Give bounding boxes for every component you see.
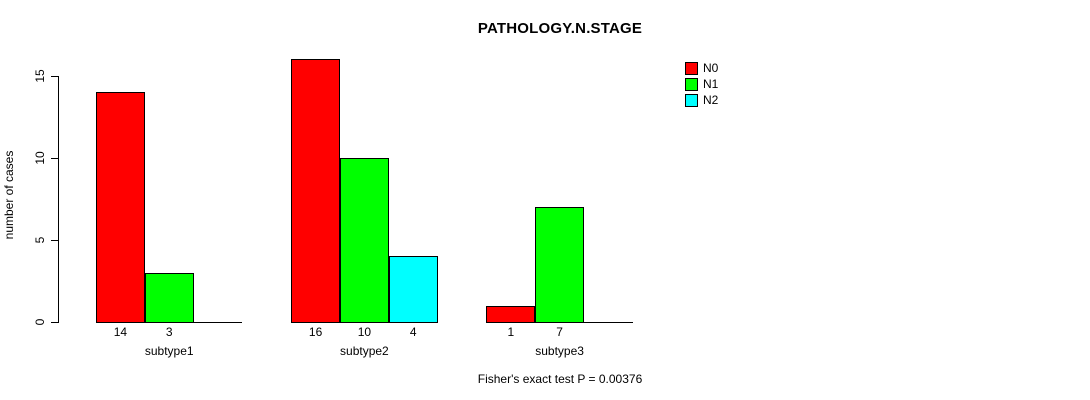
y-axis-tick-label: 5: [33, 236, 47, 244]
chart-title: PATHOLOGY.N.STAGE: [477, 20, 643, 37]
bar-N0-subtype1: [96, 91, 145, 323]
legend-item-N1: N1: [685, 78, 718, 91]
bar-value-label: 14: [113, 325, 128, 339]
y-axis-tick-label: 0: [33, 318, 47, 326]
fisher-test-annotation: Fisher's exact test P = 0.00376: [477, 372, 643, 386]
bar-N1-subtype3: [535, 206, 584, 323]
bar-value-label: 4: [409, 325, 417, 339]
bar-value-label: 16: [308, 325, 323, 339]
bar-N2-subtype2: [388, 256, 438, 323]
bar-value-label: 10: [357, 325, 372, 339]
legend-swatch-N2: [685, 94, 698, 107]
y-axis-tick: [51, 157, 58, 159]
y-axis-tick: [51, 322, 58, 323]
bar-value-label: 7: [556, 325, 563, 339]
bar-N0-subtype3: [486, 305, 536, 323]
legend-label: N0: [703, 61, 719, 75]
x-category-label: subtype3: [535, 344, 584, 358]
y-axis-tick-label: 10: [33, 151, 47, 165]
bar-value-label: 1: [507, 325, 515, 339]
bar-N1-subtype1: [144, 272, 194, 323]
bar-N1-subtype2: [340, 157, 389, 323]
legend-label: N1: [703, 77, 719, 91]
y-axis-tick-label: 15: [33, 68, 47, 83]
legend-item-N2: N2: [685, 94, 718, 107]
legend: N0 N1 N2: [685, 62, 718, 107]
y-axis-tick: [51, 239, 58, 241]
bar-N0-subtype2: [291, 59, 340, 323]
legend-swatch-N0: [685, 62, 698, 75]
x-category-label: subtype2: [340, 344, 389, 358]
legend-item-N0: N0: [685, 62, 718, 75]
legend-label: N2: [703, 93, 719, 107]
y-axis-line: [58, 75, 59, 323]
bar-value-label: 3: [165, 325, 173, 339]
y-axis-tick: [51, 75, 58, 77]
legend-swatch-N1: [685, 78, 698, 91]
x-category-label: subtype1: [144, 344, 194, 358]
